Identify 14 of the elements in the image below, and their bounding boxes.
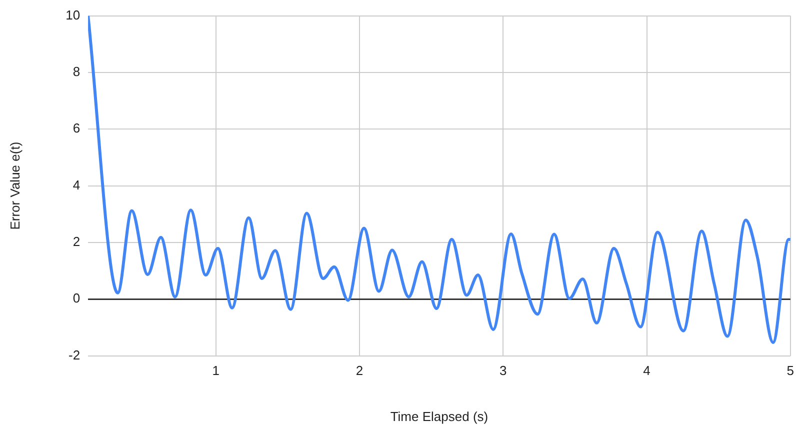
- y-tick-label: 0: [72, 290, 80, 306]
- y-tick-label: -2: [68, 347, 80, 362]
- x-tick-label: 3: [500, 363, 507, 378]
- y-tick-label: 2: [72, 234, 80, 250]
- x-tick-label: 5: [786, 363, 794, 378]
- x-tick-label: 2: [356, 363, 364, 378]
- y-tick-label: 4: [72, 177, 80, 192]
- x-tick-label: 1: [212, 363, 220, 378]
- y-tick-label: 10: [66, 7, 80, 22]
- x-axis-title: Time Elapsed (s): [390, 408, 488, 424]
- y-tick-label: 6: [72, 120, 80, 136]
- y-axis-title: Error Value e(t): [7, 142, 22, 230]
- y-tick-label: 8: [72, 64, 80, 80]
- x-tick-label: 4: [643, 363, 650, 378]
